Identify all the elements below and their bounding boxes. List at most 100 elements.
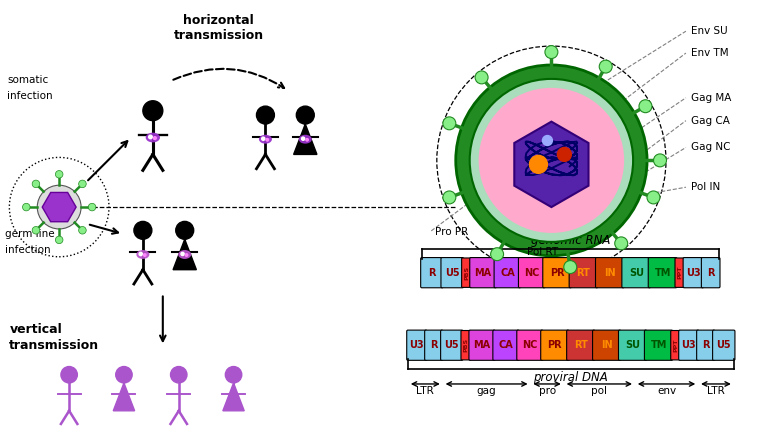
FancyBboxPatch shape bbox=[567, 330, 595, 360]
Circle shape bbox=[79, 180, 86, 188]
Circle shape bbox=[469, 79, 633, 242]
Text: NC: NC bbox=[523, 340, 537, 350]
Text: PPT: PPT bbox=[673, 339, 679, 352]
Text: U3: U3 bbox=[686, 268, 701, 278]
Circle shape bbox=[262, 137, 265, 140]
Text: U5: U5 bbox=[445, 340, 459, 350]
Text: proviral DNA: proviral DNA bbox=[533, 371, 608, 384]
FancyBboxPatch shape bbox=[645, 330, 672, 360]
Polygon shape bbox=[223, 383, 244, 411]
FancyBboxPatch shape bbox=[469, 330, 496, 360]
FancyBboxPatch shape bbox=[675, 258, 685, 287]
Circle shape bbox=[545, 46, 558, 58]
Circle shape bbox=[266, 138, 269, 141]
Circle shape bbox=[302, 137, 305, 140]
Circle shape bbox=[557, 148, 571, 161]
Text: vertical: vertical bbox=[9, 323, 62, 336]
Circle shape bbox=[22, 203, 30, 211]
Circle shape bbox=[144, 254, 146, 256]
Text: R: R bbox=[428, 268, 435, 278]
Text: PR: PR bbox=[550, 268, 564, 278]
Circle shape bbox=[543, 136, 553, 145]
Circle shape bbox=[479, 88, 624, 233]
Circle shape bbox=[564, 261, 577, 274]
FancyBboxPatch shape bbox=[713, 330, 735, 360]
Text: Pol RT: Pol RT bbox=[527, 247, 559, 257]
Text: pro: pro bbox=[539, 386, 556, 396]
Text: LTR: LTR bbox=[416, 386, 434, 396]
Text: PBS: PBS bbox=[463, 338, 469, 352]
Text: R: R bbox=[430, 340, 438, 350]
FancyBboxPatch shape bbox=[441, 330, 463, 360]
Text: PR: PR bbox=[547, 340, 562, 350]
Circle shape bbox=[32, 180, 39, 188]
Circle shape bbox=[599, 60, 612, 73]
FancyBboxPatch shape bbox=[441, 258, 464, 288]
Text: SU: SU bbox=[625, 340, 640, 350]
FancyBboxPatch shape bbox=[696, 330, 715, 360]
FancyBboxPatch shape bbox=[648, 258, 677, 288]
Circle shape bbox=[647, 191, 660, 204]
FancyBboxPatch shape bbox=[671, 331, 681, 360]
FancyBboxPatch shape bbox=[540, 330, 569, 360]
Ellipse shape bbox=[147, 133, 159, 142]
Circle shape bbox=[176, 221, 194, 239]
Text: germ line: germ line bbox=[5, 229, 55, 239]
Circle shape bbox=[116, 366, 132, 383]
Text: transmission: transmission bbox=[9, 339, 100, 352]
Text: Env SU: Env SU bbox=[691, 26, 727, 36]
Circle shape bbox=[56, 171, 63, 178]
FancyBboxPatch shape bbox=[622, 258, 651, 288]
Circle shape bbox=[61, 366, 77, 383]
Text: U3: U3 bbox=[410, 340, 424, 350]
Text: R: R bbox=[707, 268, 714, 278]
Text: transmission: transmission bbox=[174, 29, 264, 42]
FancyBboxPatch shape bbox=[683, 258, 704, 288]
Text: Gag MA: Gag MA bbox=[691, 93, 731, 103]
Text: MA: MA bbox=[473, 340, 491, 350]
Circle shape bbox=[296, 106, 314, 124]
Circle shape bbox=[32, 226, 39, 234]
Ellipse shape bbox=[300, 135, 311, 143]
Text: genomic RNA: genomic RNA bbox=[530, 234, 610, 247]
Ellipse shape bbox=[179, 251, 191, 258]
Text: IN: IN bbox=[601, 340, 612, 350]
FancyBboxPatch shape bbox=[494, 258, 521, 288]
Text: Gag NC: Gag NC bbox=[691, 142, 730, 152]
Text: IN: IN bbox=[604, 268, 616, 278]
Text: somatic: somatic bbox=[8, 75, 49, 85]
Circle shape bbox=[654, 154, 666, 167]
Text: U5: U5 bbox=[716, 340, 731, 350]
Circle shape bbox=[491, 248, 503, 261]
Circle shape bbox=[306, 138, 308, 141]
FancyBboxPatch shape bbox=[469, 258, 496, 288]
FancyBboxPatch shape bbox=[493, 330, 520, 360]
FancyBboxPatch shape bbox=[519, 258, 545, 288]
Polygon shape bbox=[293, 124, 317, 154]
Text: Env TM: Env TM bbox=[691, 48, 729, 58]
Text: SU: SU bbox=[628, 268, 644, 278]
Text: Gag CA: Gag CA bbox=[691, 116, 730, 126]
Text: PPT: PPT bbox=[678, 266, 682, 279]
Text: horizontal: horizontal bbox=[183, 14, 254, 27]
Text: infection: infection bbox=[8, 91, 53, 101]
Text: U5: U5 bbox=[445, 268, 459, 278]
FancyBboxPatch shape bbox=[461, 331, 471, 360]
FancyBboxPatch shape bbox=[407, 330, 427, 360]
Circle shape bbox=[154, 137, 156, 140]
Ellipse shape bbox=[137, 251, 149, 258]
Circle shape bbox=[475, 71, 488, 84]
Text: TM: TM bbox=[655, 268, 671, 278]
Circle shape bbox=[443, 191, 455, 204]
Text: Pol IN: Pol IN bbox=[691, 182, 720, 192]
FancyBboxPatch shape bbox=[679, 330, 699, 360]
Text: PBS: PBS bbox=[464, 266, 469, 280]
Text: U3: U3 bbox=[682, 340, 696, 350]
Polygon shape bbox=[173, 239, 196, 270]
Text: env: env bbox=[657, 386, 676, 396]
Text: Pro PR: Pro PR bbox=[435, 227, 468, 237]
Circle shape bbox=[139, 252, 142, 255]
FancyBboxPatch shape bbox=[569, 258, 598, 288]
Circle shape bbox=[143, 101, 163, 121]
FancyBboxPatch shape bbox=[702, 258, 720, 288]
